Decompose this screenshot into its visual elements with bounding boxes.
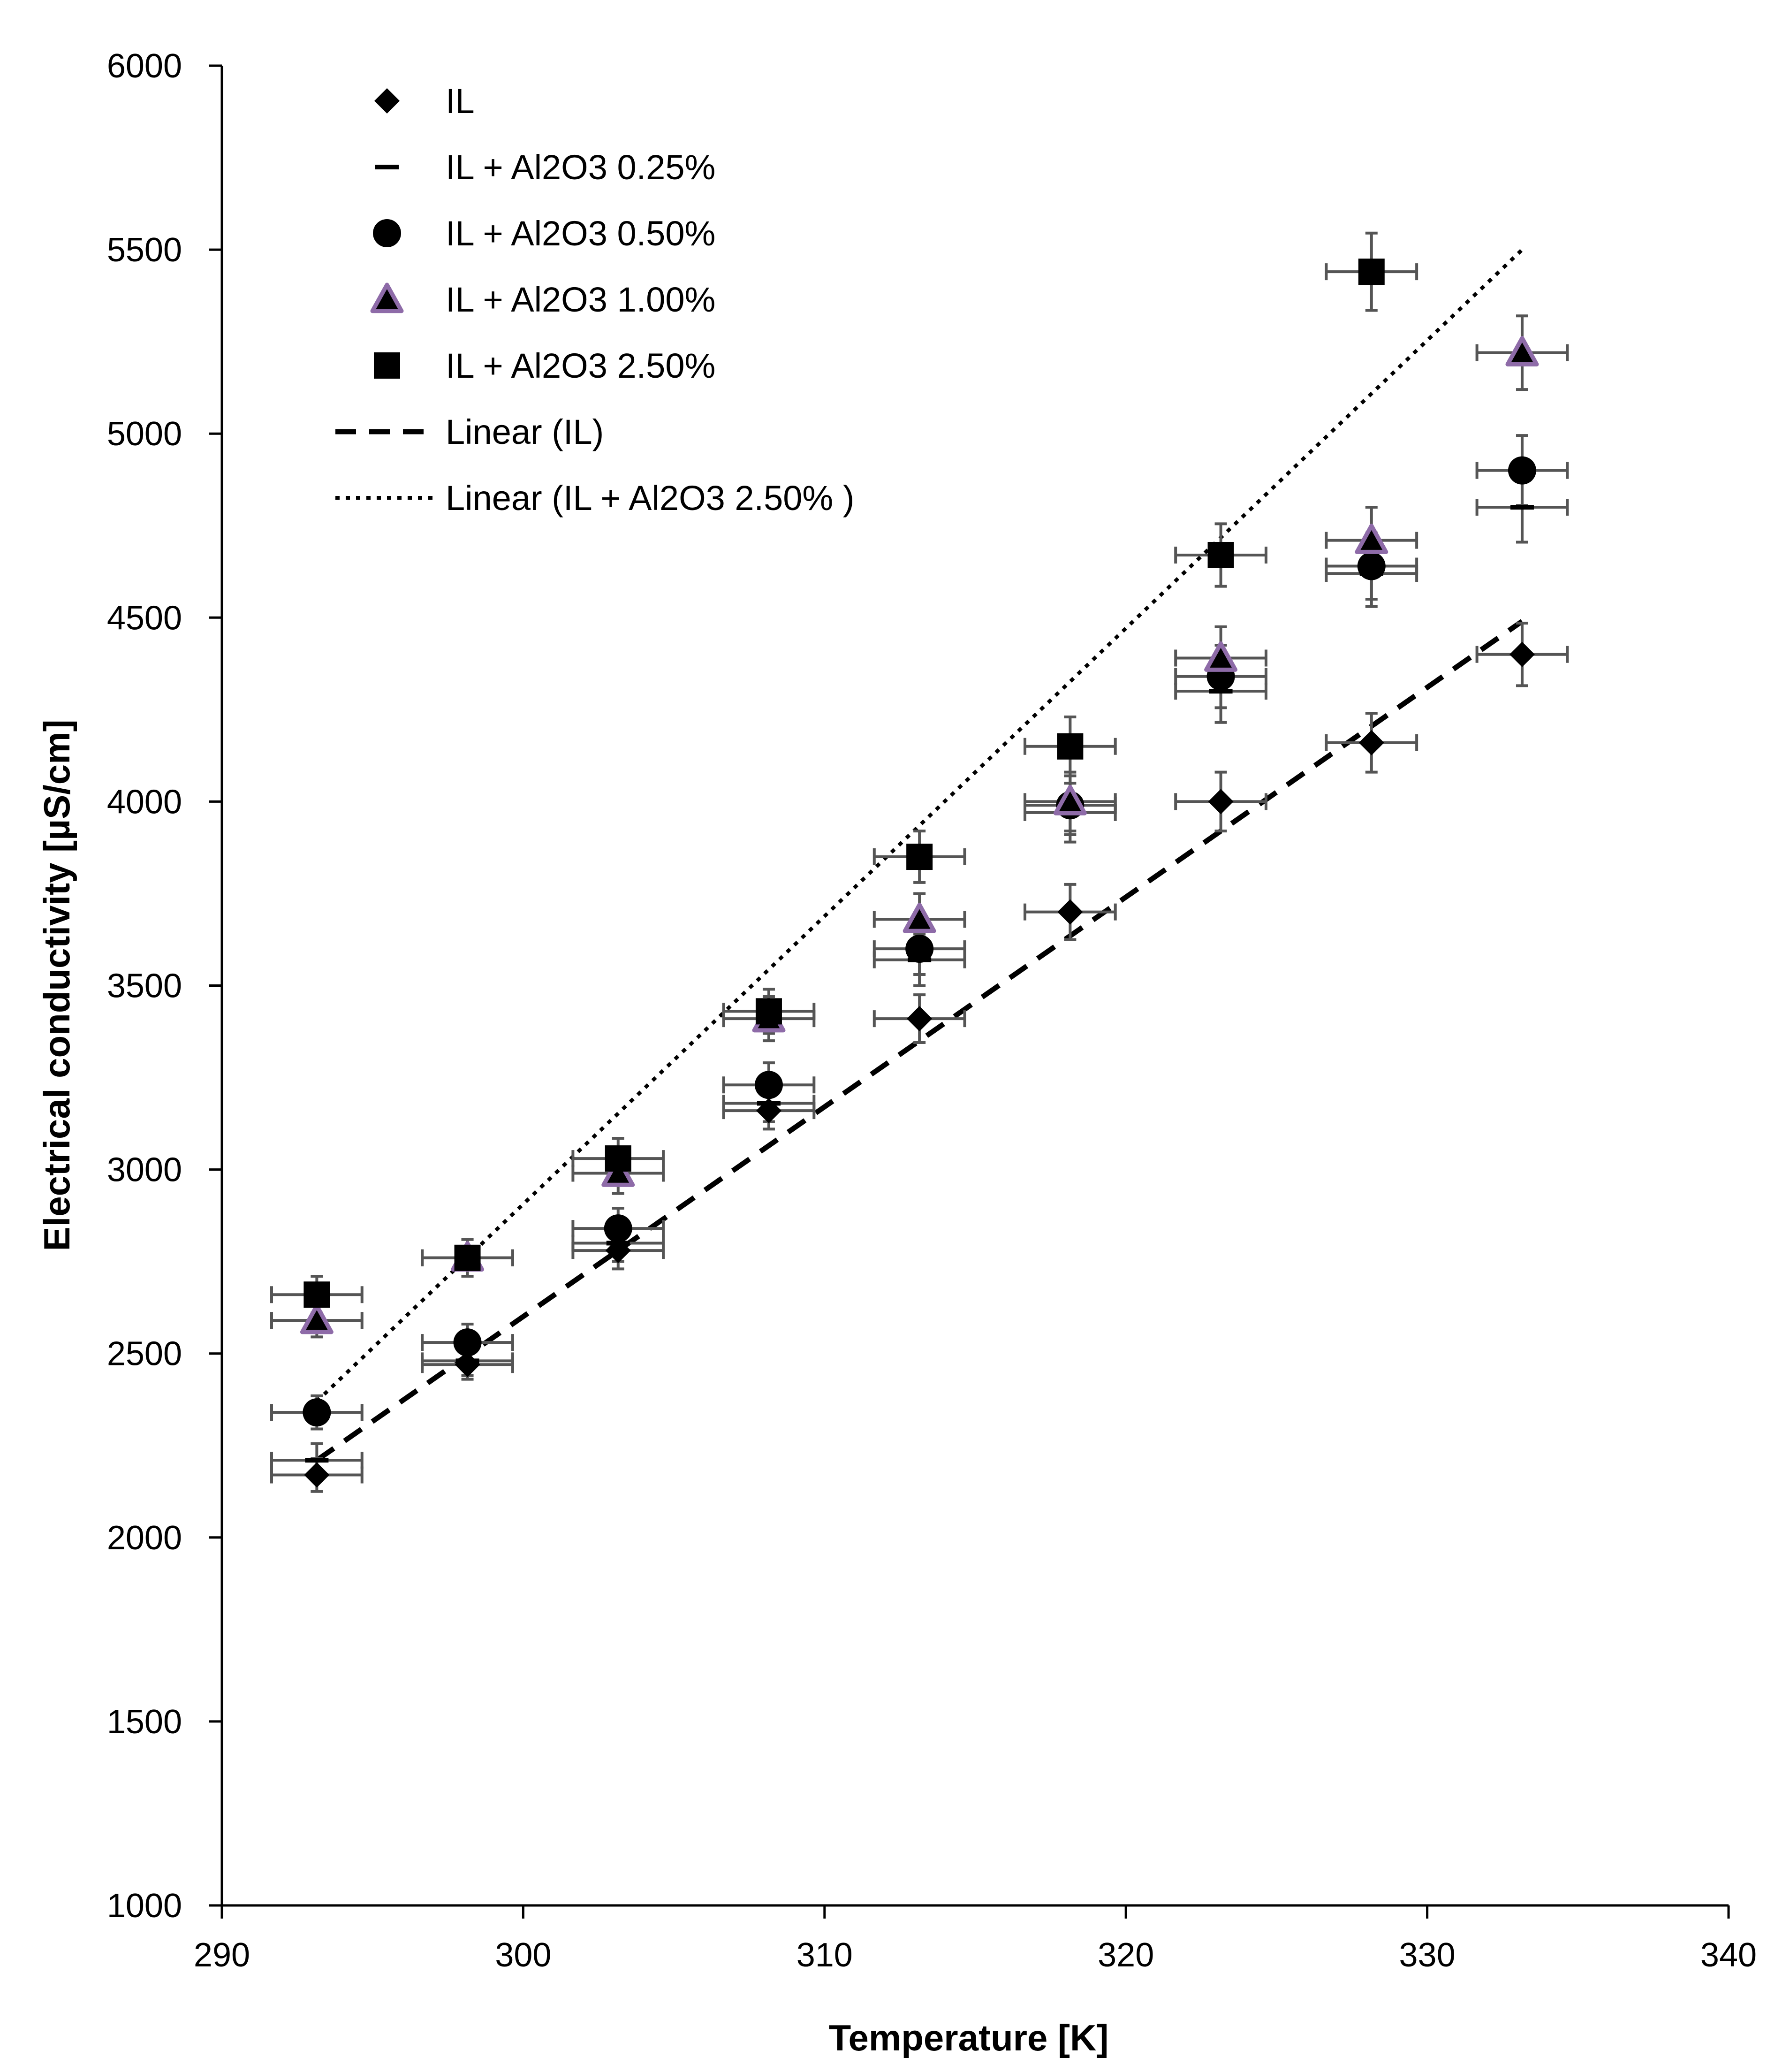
legend-label: IL + Al2O3 0.50% bbox=[446, 214, 715, 253]
data-point bbox=[1204, 641, 1238, 672]
legend-item: Linear (IL) bbox=[335, 412, 604, 451]
data-point bbox=[601, 1156, 635, 1187]
data-point bbox=[454, 1244, 481, 1271]
data-point bbox=[1057, 899, 1083, 925]
y-tick-label: 3000 bbox=[107, 1151, 182, 1189]
data-point bbox=[1057, 733, 1084, 760]
data-point bbox=[1053, 785, 1087, 815]
legend-marker bbox=[370, 282, 404, 313]
y-axis-title: Electrical conductivity [µS/cm] bbox=[36, 720, 77, 1251]
x-tick-label: 310 bbox=[796, 1936, 853, 1974]
data-point bbox=[305, 1458, 329, 1463]
legend-label: IL + Al2O3 2.50% bbox=[446, 346, 715, 385]
x-axis-title: Temperature [K] bbox=[829, 2017, 1109, 2058]
data-point bbox=[903, 902, 936, 933]
data-point bbox=[455, 1358, 479, 1364]
legend-item: IL + Al2O3 1.00% bbox=[370, 280, 715, 319]
data-point bbox=[303, 1281, 330, 1308]
x-tick-label: 330 bbox=[1399, 1936, 1456, 1974]
y-tick-label: 4500 bbox=[107, 599, 182, 637]
y-tick-label: 5500 bbox=[107, 231, 182, 269]
data-markers bbox=[300, 259, 1539, 1488]
data-point bbox=[304, 1462, 330, 1488]
data-point bbox=[1358, 259, 1385, 285]
y-tick-label: 1000 bbox=[107, 1887, 182, 1925]
legend: IL IL + Al2O3 0.25% IL + Al2O3 0.50% IL + A… bbox=[335, 82, 854, 518]
data-point bbox=[604, 1214, 632, 1243]
trendline bbox=[315, 619, 1524, 1463]
y-tick-label: 3500 bbox=[107, 967, 182, 1005]
y-tick-label: 4000 bbox=[107, 783, 182, 821]
data-point bbox=[906, 844, 933, 870]
legend-marker bbox=[375, 165, 399, 169]
data-point bbox=[1505, 336, 1539, 366]
x-axis-ticks: 290 300 310 320 330 340 bbox=[194, 1905, 1757, 1974]
legend-marker bbox=[374, 88, 400, 114]
data-point bbox=[606, 1241, 630, 1246]
data-point bbox=[1209, 689, 1233, 694]
data-point bbox=[1208, 789, 1234, 815]
y-tick-label: 2500 bbox=[107, 1335, 182, 1373]
data-point bbox=[1355, 524, 1388, 554]
data-point bbox=[755, 998, 782, 1025]
legend-item: IL + Al2O3 0.50% bbox=[373, 214, 715, 253]
data-point bbox=[1207, 541, 1234, 568]
legend-marker bbox=[374, 352, 400, 379]
data-point bbox=[905, 935, 934, 963]
x-tick-label: 300 bbox=[495, 1936, 551, 1974]
data-point bbox=[1508, 456, 1536, 485]
legend-label: Linear (IL + Al2O3 2.50% ) bbox=[446, 479, 854, 518]
data-point bbox=[453, 1328, 482, 1357]
data-point bbox=[1357, 552, 1386, 580]
trendlines bbox=[315, 248, 1524, 1463]
data-point bbox=[605, 1145, 631, 1172]
legend-label: IL bbox=[446, 82, 475, 121]
x-tick-label: 290 bbox=[194, 1936, 250, 1974]
data-point bbox=[757, 1101, 781, 1106]
y-axis-ticks: 1000 1500 2000 2500 3000 3500 4000 4500 5000 5500… bbox=[107, 47, 222, 1925]
data-point bbox=[303, 1398, 331, 1427]
legend-label: IL + Al2O3 0.25% bbox=[446, 148, 715, 187]
data-point bbox=[1509, 641, 1535, 667]
data-point bbox=[754, 1071, 783, 1099]
legend-item: IL bbox=[374, 82, 475, 121]
y-tick-label: 1500 bbox=[107, 1703, 182, 1741]
axes bbox=[220, 66, 1729, 1907]
data-point bbox=[455, 1352, 480, 1378]
x-tick-label: 320 bbox=[1098, 1936, 1154, 1974]
data-point bbox=[907, 1006, 933, 1032]
data-point bbox=[300, 1303, 334, 1334]
legend-item: IL + Al2O3 2.50% bbox=[374, 346, 715, 385]
y-tick-label: 6000 bbox=[107, 47, 182, 85]
legend-marker bbox=[373, 219, 401, 247]
x-tick-label: 340 bbox=[1700, 1936, 1757, 1974]
y-tick-label: 5000 bbox=[107, 415, 182, 453]
data-point bbox=[1358, 730, 1384, 755]
legend-label: Linear (IL) bbox=[446, 412, 604, 451]
legend-label: IL + Al2O3 1.00% bbox=[446, 280, 715, 319]
data-point bbox=[1510, 505, 1534, 510]
y-tick-label: 2000 bbox=[107, 1519, 182, 1557]
legend-item: IL + Al2O3 0.25% bbox=[375, 148, 715, 187]
legend-item: Linear (IL + Al2O3 2.50% ) bbox=[335, 479, 854, 518]
